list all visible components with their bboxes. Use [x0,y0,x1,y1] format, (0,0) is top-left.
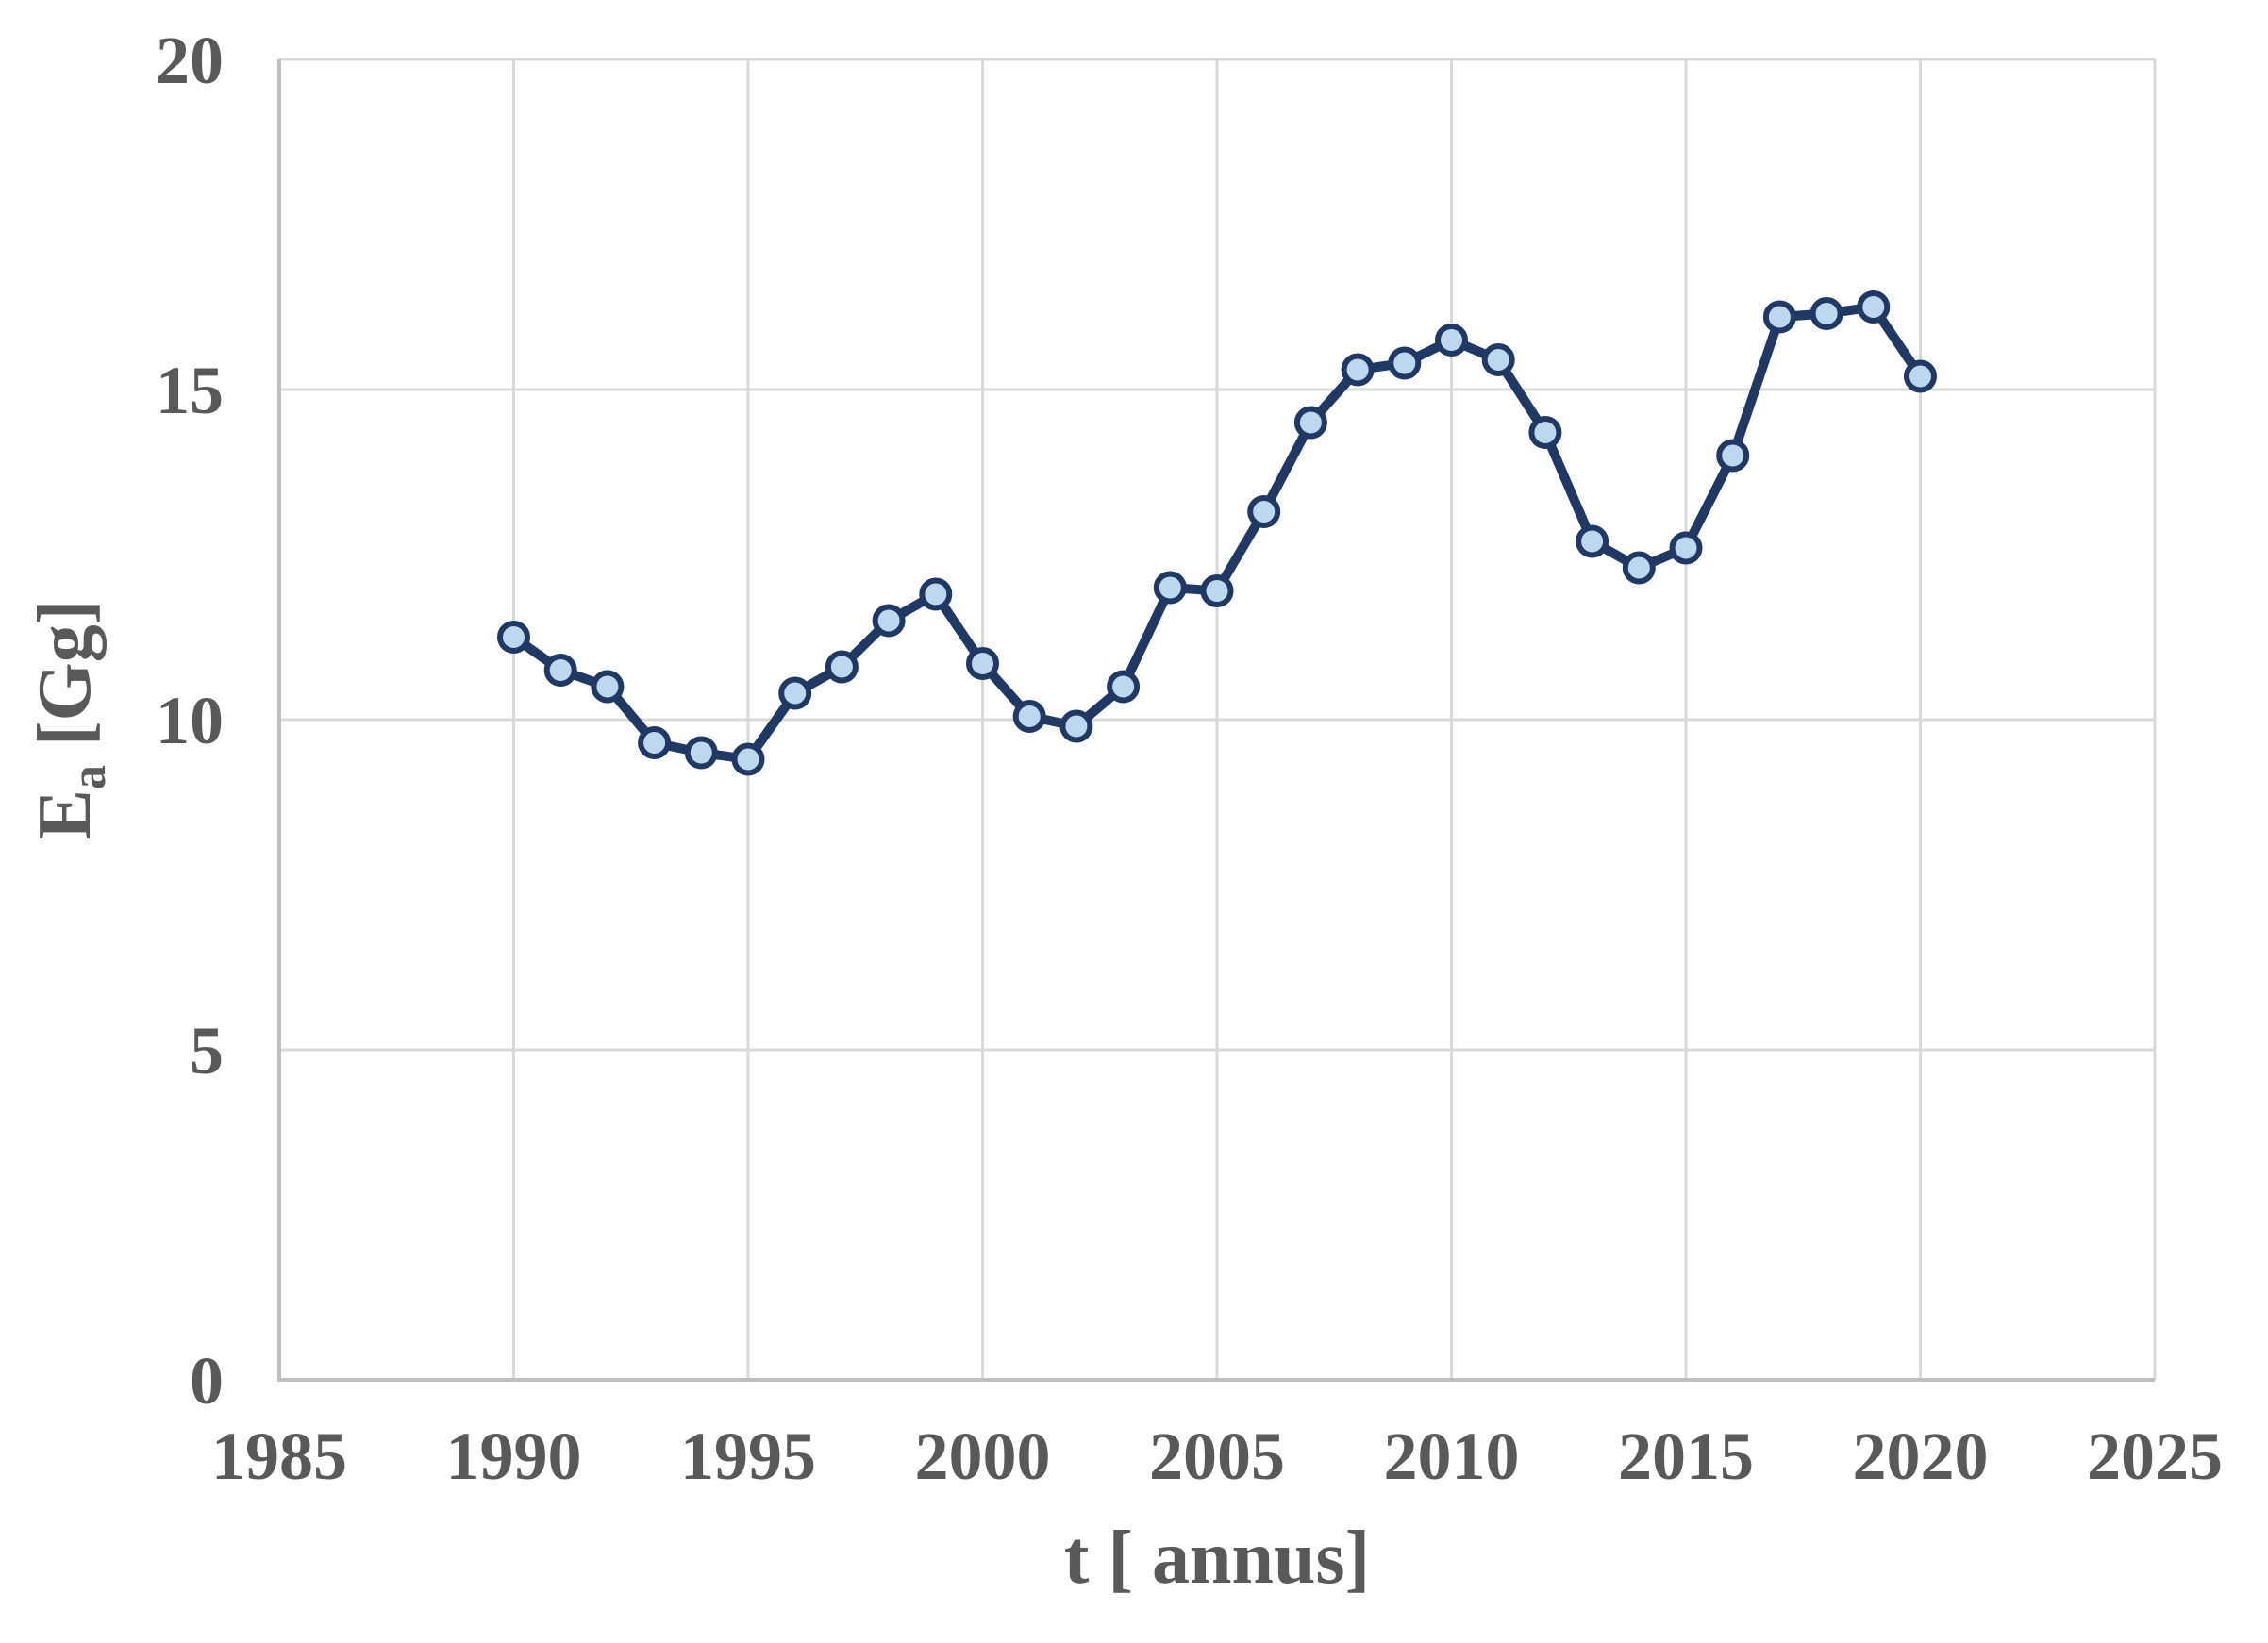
data-point-marker [1716,439,1750,473]
data-point-marker [1247,495,1281,528]
data-point-marker [1669,531,1703,565]
y-tick-label: 0 [190,1343,224,1419]
x-tick-label: 1995 [680,1419,816,1494]
data-point-marker [684,736,718,770]
data-point-marker [1012,700,1046,733]
data-point-marker [1341,353,1375,387]
y-tick-label: 15 [156,353,224,428]
data-series-markers [497,290,1937,776]
data-point-marker [1576,524,1609,558]
data-point-marker [1435,324,1468,357]
data-point-marker [1153,571,1187,605]
data-point-marker [1059,709,1093,743]
data-point-marker [1762,300,1796,334]
data-point-marker [1107,670,1141,704]
data-point-marker [825,650,859,684]
axis-lines [277,59,2155,1382]
data-point-marker [1293,406,1327,440]
x-tick-label: 2020 [1853,1419,1989,1494]
data-point-marker [543,654,577,687]
y-axis-title: Ea [Gg] [24,600,116,840]
y-axis-title-base: E [24,789,107,839]
x-axis-title: t [ annus] [1064,1517,1371,1600]
y-axis-title-unit: [Gg] [24,600,107,766]
data-point-marker [1857,290,1891,324]
x-tick-labels: 1985 1990 1995 2000 2005 2010 2015 2020 2025 [211,1419,2223,1494]
x-tick-label: 1985 [211,1419,347,1494]
y-axis-title-subscript: a [62,765,116,789]
x-tick-label: 1990 [446,1419,582,1494]
data-point-marker [966,647,999,680]
data-point-marker [1388,346,1422,380]
y-tick-label: 10 [156,683,224,758]
data-point-marker [1481,343,1515,376]
data-point-marker [497,621,530,654]
x-tick-label: 2015 [1618,1419,1754,1494]
data-point-marker [1200,574,1234,607]
data-point-marker [1622,551,1656,585]
data-point-marker [1809,297,1843,330]
y-tick-labels: 0 5 10 15 20 [156,23,224,1419]
x-tick-label: 2000 [915,1419,1051,1494]
data-point-marker [1904,359,1937,393]
x-tick-label: 2005 [1149,1419,1285,1494]
data-point-marker [638,726,672,759]
gridlines [279,58,2157,1380]
data-point-marker [778,676,812,710]
x-tick-label: 2025 [2087,1419,2223,1494]
y-tick-label: 20 [156,23,224,98]
x-tick-label: 2010 [1384,1419,1520,1494]
data-point-marker [731,742,765,776]
data-point-marker [919,577,953,611]
data-point-marker [591,670,625,704]
data-point-marker [1528,416,1562,449]
data-point-marker [872,604,906,638]
y-tick-label: 5 [190,1013,224,1088]
